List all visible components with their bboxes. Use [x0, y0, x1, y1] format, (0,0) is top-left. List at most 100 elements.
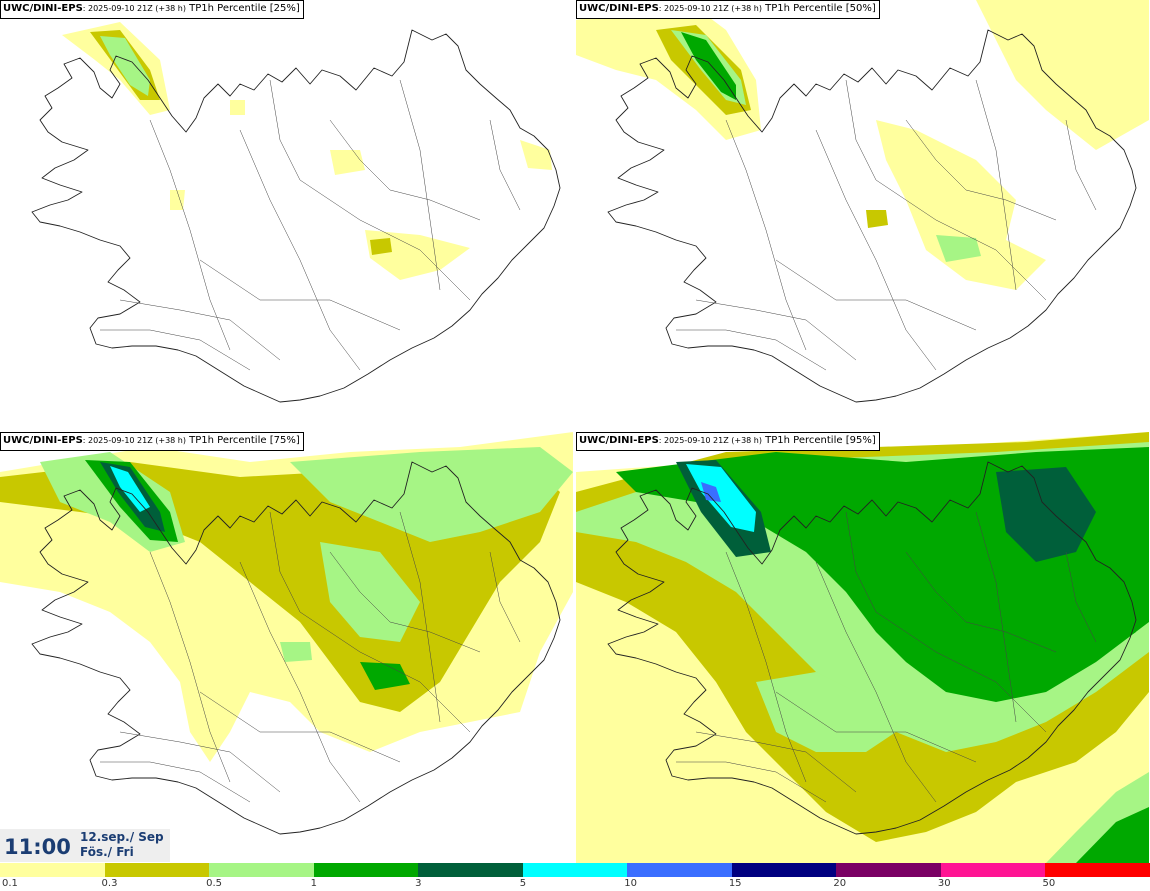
region-boundary	[329, 119, 481, 221]
region-boundary	[845, 511, 877, 613]
precip-field	[576, 0, 1149, 290]
precip-area	[370, 238, 392, 255]
precip-area	[330, 150, 365, 175]
region-boundary	[489, 551, 521, 643]
model-name: UWC/DINI-EPS	[579, 435, 659, 446]
region-boundary	[695, 731, 857, 793]
precip-area	[976, 0, 1149, 150]
precip-area	[290, 447, 573, 542]
valid-time-date: 12.sep./ Sep	[80, 830, 164, 844]
precip-area	[230, 100, 245, 115]
region-boundary	[1065, 551, 1097, 643]
parameter-label: TP1h Percentile [25%]	[185, 3, 300, 14]
precip-map-p95	[576, 432, 1149, 863]
precip-area	[876, 120, 1046, 290]
region-boundary	[399, 511, 441, 723]
precip-area	[1076, 807, 1149, 863]
valid-time-box: 11:00 12.sep./ Sep Fös./ Fri	[0, 829, 170, 862]
precip-area	[1076, 592, 1136, 652]
colorbar-tick-label: 0.1	[2, 878, 18, 889]
coastline	[31, 461, 561, 835]
region-boundary	[149, 551, 231, 783]
precip-area	[110, 466, 150, 512]
region-boundary	[299, 179, 471, 301]
region-boundary	[676, 329, 827, 371]
region-boundary	[299, 611, 471, 733]
region-boundary	[815, 129, 937, 371]
precip-area	[520, 140, 552, 170]
model-name: UWC/DINI-EPS	[579, 3, 659, 14]
colorbar-tick-label: 0.5	[206, 878, 222, 889]
map-panel-p95: UWC/DINI-EPS: 2025-09-10 21Z (+38 h) TP1…	[576, 432, 1149, 863]
colorbar-swatch	[209, 863, 314, 877]
region-boundary	[149, 119, 231, 351]
colorbar-tick-label: 0.3	[101, 878, 118, 889]
precip-area	[936, 235, 981, 262]
region-boundary	[775, 691, 977, 763]
region-boundary	[875, 179, 1047, 301]
parameter-label: TP1h Percentile [50%]	[761, 3, 876, 14]
region-boundary	[905, 119, 1057, 221]
colorbar-swatch	[522, 863, 628, 877]
colorbar-swatch	[418, 863, 523, 877]
map-panel-p75: UWC/DINI-EPS: 2025-09-10 21Z (+38 h) TP1…	[0, 432, 573, 863]
precip-area	[681, 32, 736, 100]
coastline	[607, 461, 1137, 835]
precip-field	[0, 432, 573, 762]
colorbar-swatch	[1045, 863, 1150, 877]
panel-title: UWC/DINI-EPS: 2025-09-10 21Z (+38 h) TP1…	[576, 432, 880, 451]
colorbar-labels: 0.1 0.3 0.5 1 3 5 10 15 20 30 50	[0, 877, 1150, 891]
run-time: : 2025-09-10 21Z (+38 h)	[82, 4, 186, 13]
colorbar-swatch	[0, 863, 105, 877]
region-boundary	[815, 561, 937, 803]
precip-area	[996, 467, 1096, 562]
region-boundary	[875, 611, 1047, 733]
region-boundary	[399, 79, 441, 291]
run-time: : 2025-09-10 21Z (+38 h)	[82, 436, 186, 445]
valid-time-day: Fös./ Fri	[80, 845, 134, 859]
region-boundary	[489, 119, 521, 211]
precip-area	[365, 230, 470, 280]
region-boundary	[905, 551, 1057, 653]
region-boundary	[269, 511, 301, 613]
region-boundary	[100, 329, 251, 371]
colorbar-tick-label: 3	[415, 878, 422, 889]
precip-field	[62, 22, 552, 280]
region-boundary	[975, 511, 1017, 723]
region-boundary	[239, 561, 361, 803]
colorbar-tick-label: 15	[728, 878, 742, 889]
colorbar-swatch	[627, 863, 732, 877]
precip-area	[1046, 0, 1096, 35]
precip-area	[100, 36, 150, 96]
parameter-label: TP1h Percentile [95%]	[761, 435, 876, 446]
precip-map-p50	[576, 0, 1149, 403]
region-boundary	[199, 259, 401, 331]
model-name: UWC/DINI-EPS	[3, 3, 83, 14]
colorbar-tick-label: 20	[833, 878, 847, 889]
coastline	[607, 29, 1137, 403]
region-boundary	[845, 79, 877, 181]
region-boundary	[100, 761, 251, 803]
precip-area	[686, 464, 756, 532]
model-name: UWC/DINI-EPS	[3, 435, 83, 446]
region-boundary	[975, 79, 1017, 291]
colorbar-tick-label: 1	[310, 878, 317, 889]
precip-area	[360, 662, 410, 690]
panel-title: UWC/DINI-EPS: 2025-09-10 21Z (+38 h) TP1…	[576, 0, 880, 19]
parameter-label: TP1h Percentile [75%]	[185, 435, 300, 446]
region-boundary	[725, 551, 807, 783]
region-boundary	[695, 299, 857, 361]
colorbar-tick-label: 10	[624, 878, 637, 889]
colorbar-tick-label: 30	[937, 878, 951, 889]
colorbar-swatch	[313, 863, 419, 877]
colorbar-swatch	[836, 863, 941, 877]
precip-area	[701, 482, 721, 502]
run-time: : 2025-09-10 21Z (+38 h)	[658, 436, 762, 445]
precip-area	[320, 542, 420, 642]
precip-colorbar	[0, 863, 1150, 877]
colorbar-swatch	[104, 863, 210, 877]
valid-time-clock: 11:00	[4, 835, 71, 859]
panel-title: UWC/DINI-EPS: 2025-09-10 21Z (+38 h) TP1…	[0, 432, 304, 451]
precip-map-p75	[0, 432, 573, 835]
colorbar-swatch	[940, 863, 1046, 877]
